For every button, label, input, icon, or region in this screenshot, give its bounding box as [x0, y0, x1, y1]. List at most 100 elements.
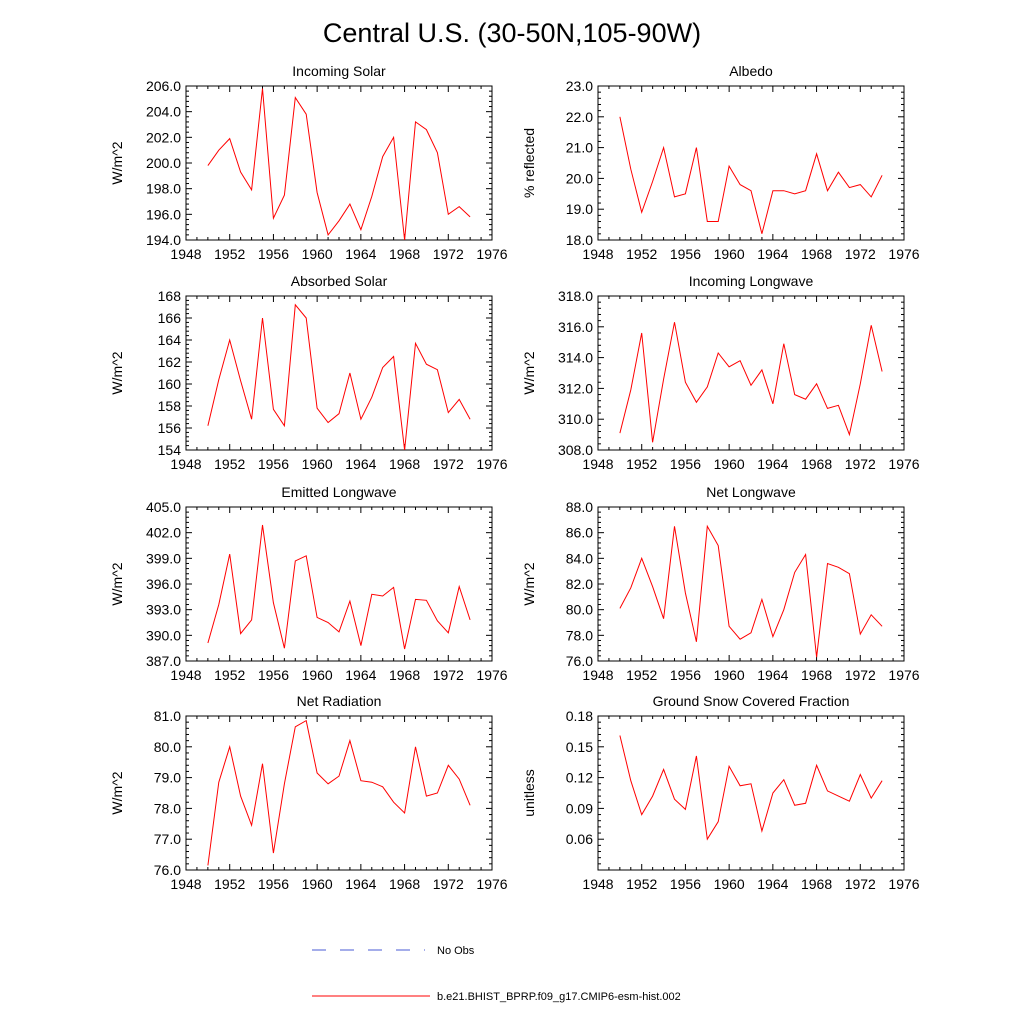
y-tick-label: 156: [158, 420, 182, 436]
y-tick-label: 198.0: [146, 181, 181, 197]
x-tick-label: 1964: [345, 667, 376, 683]
x-tick-label: 1952: [214, 876, 245, 892]
y-tick-label: 22.0: [566, 109, 593, 125]
y-tick-label: 194.0: [146, 232, 181, 248]
y-tick-label: 166: [158, 310, 182, 326]
y-tick-label: 82.0: [566, 576, 593, 592]
x-tick-label: 1972: [433, 667, 464, 683]
y-axis-label: % reflected: [521, 128, 537, 198]
y-tick-label: 206.0: [146, 78, 181, 94]
x-tick-label: 1976: [476, 667, 507, 683]
x-tick-label: 1956: [670, 246, 701, 262]
x-tick-label: 1964: [757, 876, 788, 892]
y-tick-label: 160: [158, 376, 182, 392]
y-tick-label: 86.0: [566, 525, 593, 541]
x-tick-label: 1952: [626, 876, 657, 892]
x-tick-label: 1976: [888, 246, 919, 262]
x-tick-label: 1956: [258, 246, 289, 262]
y-tick-label: 77.0: [154, 831, 181, 847]
x-tick-label: 1968: [389, 456, 420, 472]
x-tick-label: 1964: [757, 246, 788, 262]
y-tick-label: 393.0: [146, 602, 181, 618]
x-tick-label: 1956: [670, 667, 701, 683]
x-tick-label: 1968: [389, 246, 420, 262]
y-tick-label: 312.0: [558, 380, 593, 396]
y-tick-label: 310.0: [558, 411, 593, 427]
x-tick-label: 1976: [476, 246, 507, 262]
y-tick-label: 316.0: [558, 319, 593, 335]
y-tick-label: 318.0: [558, 288, 593, 304]
x-tick-label: 1960: [714, 456, 745, 472]
x-tick-label: 1952: [626, 456, 657, 472]
legend-obs-label: No Obs: [437, 945, 475, 957]
legend: No Obs b.e21.BHIST_BPRP.f09_g17.CMIP6-es…: [312, 945, 681, 1003]
panel-2: Albedo % reflected 1948 1952 1956 1960 1964 196…: [521, 63, 920, 262]
y-axis-label: W/m^2: [109, 562, 125, 605]
series-line: [207, 303, 471, 451]
x-tick-label: 1960: [302, 246, 333, 262]
plot-frame: [597, 506, 905, 662]
y-tick-label: 314.0: [558, 350, 593, 366]
x-tick-label: 1960: [714, 876, 745, 892]
y-tick-label: 202.0: [146, 129, 181, 145]
y-tick-label: 399.0: [146, 550, 181, 566]
panel-title: Incoming Longwave: [689, 273, 814, 289]
y-axis-label: W/m^2: [109, 141, 125, 184]
x-tick-label: 1956: [670, 456, 701, 472]
x-tick-label: 1952: [626, 246, 657, 262]
figure-title: Central U.S. (30-50N,105-90W): [323, 18, 701, 48]
panel-5: Emitted Longwave W/m^2 1948 1952 1956 1960 196…: [109, 484, 508, 683]
panel-title: Emitted Longwave: [281, 484, 396, 500]
x-tick-label: 1968: [389, 876, 420, 892]
y-tick-label: 78.0: [566, 627, 593, 643]
series-line: [619, 524, 883, 658]
x-tick-label: 1960: [302, 876, 333, 892]
x-tick-label: 1952: [214, 456, 245, 472]
y-tick-label: 204.0: [146, 104, 181, 120]
series-line: [619, 116, 883, 234]
y-tick-label: 196.0: [146, 206, 181, 222]
y-tick-label: 80.0: [566, 602, 593, 618]
panel-title: Albedo: [729, 63, 773, 79]
x-tick-label: 1960: [302, 456, 333, 472]
x-tick-label: 1976: [888, 456, 919, 472]
x-tick-label: 1968: [801, 667, 832, 683]
x-tick-label: 1976: [888, 667, 919, 683]
x-tick-label: 1948: [582, 876, 613, 892]
panel-3: Absorbed Solar W/m^2 1948 1952 1956 1960 1964 1…: [109, 273, 508, 472]
x-tick-label: 1964: [757, 667, 788, 683]
legend-model-label: b.e21.BHIST_BPRP.f09_g17.CMIP6-esm-hist.…: [437, 991, 681, 1003]
x-tick-label: 1948: [582, 246, 613, 262]
y-axis-label: W/m^2: [521, 351, 537, 394]
x-tick-label: 1948: [170, 667, 201, 683]
x-tick-label: 1956: [670, 876, 701, 892]
x-tick-label: 1948: [170, 456, 201, 472]
y-tick-label: 308.0: [558, 442, 593, 458]
y-tick-label: 0.12: [566, 770, 593, 786]
plot-frame: [185, 715, 493, 871]
panel-title: Ground Snow Covered Fraction: [653, 693, 850, 709]
x-tick-label: 1972: [845, 456, 876, 472]
y-tick-label: 20.0: [566, 170, 593, 186]
y-tick-label: 0.09: [566, 800, 593, 816]
series-line: [619, 322, 883, 443]
x-tick-label: 1960: [714, 667, 745, 683]
y-tick-label: 18.0: [566, 232, 593, 248]
x-tick-label: 1972: [433, 246, 464, 262]
series-line: [207, 88, 471, 241]
y-tick-label: 78.0: [154, 800, 181, 816]
x-tick-label: 1956: [258, 456, 289, 472]
series-line: [207, 524, 471, 650]
panel-title: Net Longwave: [706, 484, 796, 500]
panels: Incoming Solar W/m^2 1948 1952 1956 1960 1964 1…: [109, 63, 920, 892]
y-tick-label: 76.0: [154, 862, 181, 878]
plot-frame: [185, 295, 493, 451]
x-tick-label: 1952: [214, 667, 245, 683]
x-tick-label: 1960: [302, 667, 333, 683]
y-tick-label: 390.0: [146, 627, 181, 643]
x-tick-label: 1972: [845, 876, 876, 892]
panel-title: Absorbed Solar: [291, 273, 388, 289]
y-tick-label: 88.0: [566, 499, 593, 515]
x-tick-label: 1968: [801, 456, 832, 472]
